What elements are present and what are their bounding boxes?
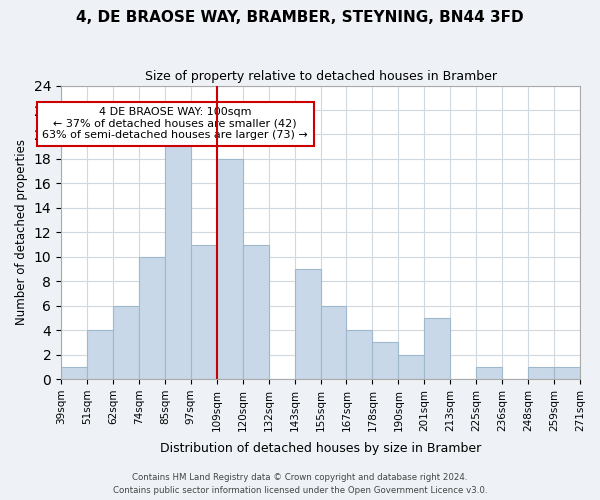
Bar	[113, 306, 139, 379]
Text: 4, DE BRAOSE WAY, BRAMBER, STEYNING, BN44 3FD: 4, DE BRAOSE WAY, BRAMBER, STEYNING, BN4…	[76, 10, 524, 25]
Bar	[424, 318, 450, 379]
Bar	[373, 342, 398, 379]
Text: 4 DE BRAOSE WAY: 100sqm
← 37% of detached houses are smaller (42)
63% of semi-de: 4 DE BRAOSE WAY: 100sqm ← 37% of detache…	[43, 107, 308, 140]
Bar	[87, 330, 113, 379]
Bar	[242, 244, 269, 379]
Bar	[217, 159, 242, 379]
Bar	[346, 330, 373, 379]
Bar	[139, 257, 165, 379]
Text: Contains HM Land Registry data © Crown copyright and database right 2024.
Contai: Contains HM Land Registry data © Crown c…	[113, 474, 487, 495]
Bar	[476, 367, 502, 379]
Y-axis label: Number of detached properties: Number of detached properties	[15, 140, 28, 326]
Bar	[191, 244, 217, 379]
Bar	[165, 134, 191, 379]
Title: Size of property relative to detached houses in Bramber: Size of property relative to detached ho…	[145, 70, 497, 83]
Bar	[295, 269, 320, 379]
Bar	[320, 306, 346, 379]
X-axis label: Distribution of detached houses by size in Bramber: Distribution of detached houses by size …	[160, 442, 481, 455]
Bar	[554, 367, 580, 379]
Bar	[528, 367, 554, 379]
Bar	[61, 367, 87, 379]
Bar	[398, 354, 424, 379]
